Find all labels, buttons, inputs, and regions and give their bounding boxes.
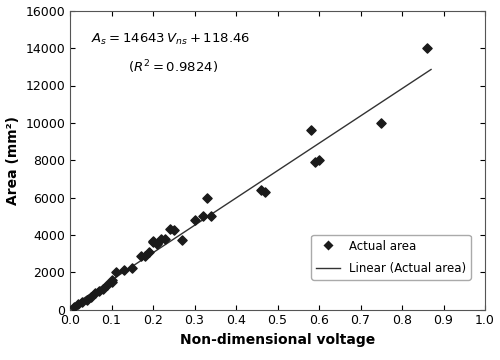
Actual area	[162, 236, 170, 242]
Actual area	[203, 195, 211, 201]
Actual area	[78, 299, 86, 305]
Y-axis label: Area (mm²): Area (mm²)	[6, 116, 20, 205]
Actual area	[70, 304, 78, 310]
Actual area	[87, 294, 95, 300]
Actual area	[257, 187, 265, 193]
Actual area	[104, 283, 112, 288]
X-axis label: Non-dimensional voltage: Non-dimensional voltage	[180, 333, 375, 347]
Actual area	[190, 217, 198, 223]
Actual area	[149, 239, 157, 245]
Legend: Actual area, Linear (Actual area): Actual area, Linear (Actual area)	[311, 235, 471, 280]
Actual area	[378, 120, 386, 126]
Actual area	[261, 189, 269, 195]
Text: $(R^2 = 0.9824)$: $(R^2 = 0.9824)$	[128, 59, 218, 76]
Actual area	[178, 237, 186, 242]
Actual area	[140, 253, 148, 259]
Actual area	[82, 297, 90, 303]
Actual area	[108, 277, 116, 283]
Actual area	[170, 228, 178, 233]
Actual area	[74, 301, 82, 307]
Actual area	[158, 236, 166, 242]
Actual area	[423, 45, 431, 51]
Actual area	[199, 213, 207, 219]
Text: $A_s = 14643\,V_{ns} + 118.46$: $A_s = 14643\,V_{ns} + 118.46$	[91, 32, 250, 47]
Actual area	[136, 253, 144, 259]
Actual area	[153, 241, 161, 247]
Actual area	[95, 288, 103, 294]
Actual area	[99, 286, 107, 292]
Actual area	[207, 213, 215, 219]
Actual area	[145, 249, 153, 255]
Actual area	[311, 159, 319, 165]
Actual area	[166, 226, 173, 232]
Actual area	[91, 290, 99, 296]
Actual area	[128, 265, 136, 270]
Actual area	[149, 238, 157, 243]
Actual area	[306, 127, 314, 133]
Actual area	[120, 267, 128, 273]
Actual area	[112, 269, 120, 275]
Actual area	[315, 157, 323, 163]
Actual area	[108, 279, 116, 284]
